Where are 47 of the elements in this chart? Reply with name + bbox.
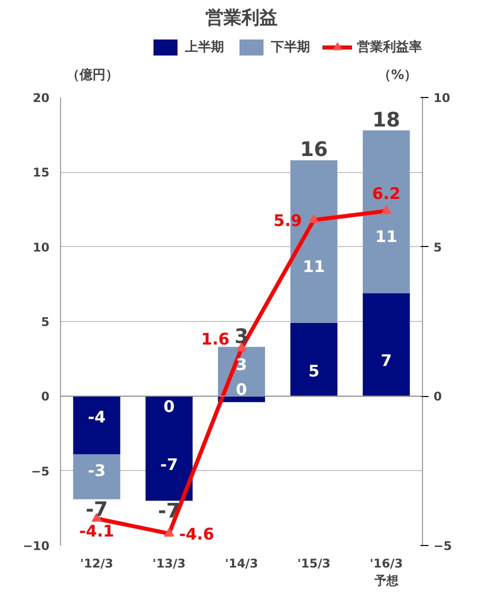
bar xyxy=(362,293,410,396)
data-label: 6.2 xyxy=(372,184,400,203)
data-label: 11 xyxy=(375,227,398,246)
x-tick-label: '14/3 xyxy=(224,556,258,570)
x-tick-label: '15/3 xyxy=(297,556,330,570)
bar xyxy=(73,454,120,500)
data-label: -3 xyxy=(88,461,106,480)
chart-title: 営業利益 xyxy=(206,8,278,28)
legend-label: 下半期 xyxy=(271,39,310,56)
y2-axis-title: （%） xyxy=(378,68,418,84)
legend-label: 上半期 xyxy=(185,39,224,56)
total-label: 16 xyxy=(300,137,328,162)
total-label: 18 xyxy=(372,107,400,132)
legend-label: 営業利益率 xyxy=(357,38,422,56)
y-tick-label: 10 xyxy=(32,240,50,254)
x-tick-label: '13/3 xyxy=(152,556,186,570)
data-label: 0 xyxy=(164,397,175,416)
data-label: -4.1 xyxy=(79,522,114,541)
bar xyxy=(146,396,193,501)
y-tick-label: 5 xyxy=(41,315,50,329)
x-tick-label: '16/3 予想 xyxy=(370,556,403,588)
bar xyxy=(290,322,338,396)
y-tick-label: −10 xyxy=(22,539,50,553)
data-label: 11 xyxy=(302,257,326,276)
data-label: -7 xyxy=(160,455,178,474)
data-label: 1.6 xyxy=(201,329,230,348)
y-axis-title: （億円） xyxy=(66,67,119,84)
data-label: 5 xyxy=(308,362,320,381)
data-label: 7 xyxy=(380,351,392,370)
y2-tick-label: −5 xyxy=(434,539,452,553)
y-tick-label: 15 xyxy=(32,166,50,180)
y2-tick-label: 10 xyxy=(434,91,450,105)
data-label: -4.6 xyxy=(179,524,214,544)
bar xyxy=(73,396,120,454)
y-tick-label: 20 xyxy=(32,91,50,105)
y-tick-label: 0 xyxy=(41,390,50,404)
y2-tick-label: 0 xyxy=(434,390,442,404)
data-label: 5.9 xyxy=(274,210,302,230)
x-tick-label: '12/3 xyxy=(80,556,114,570)
data-label: 0 xyxy=(236,380,248,400)
data-label: 3 xyxy=(236,355,248,374)
total-label: -7 xyxy=(86,497,108,522)
total-label: 3 xyxy=(234,324,248,348)
data-label: -4 xyxy=(88,408,106,427)
y2-tick-label: 5 xyxy=(434,240,442,254)
bar xyxy=(362,130,410,294)
y-tick-label: −5 xyxy=(31,464,50,478)
